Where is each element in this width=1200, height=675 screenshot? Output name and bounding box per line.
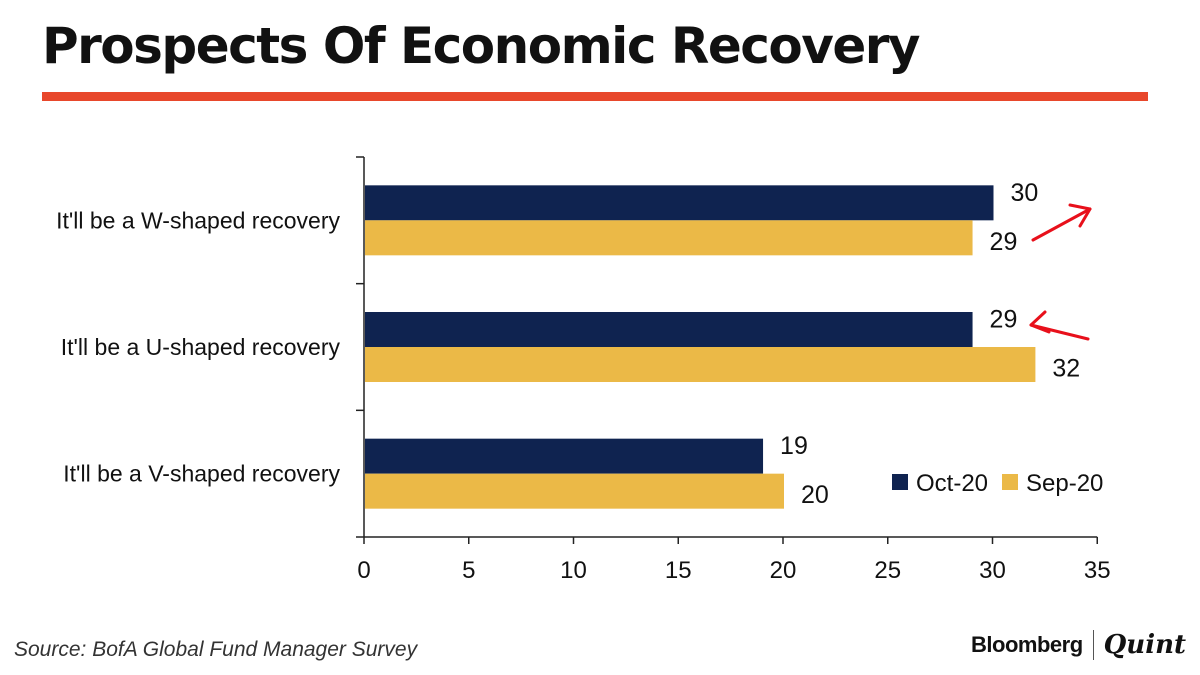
x-tick-label: 5 — [462, 557, 475, 584]
x-tick-label: 20 — [770, 557, 797, 584]
category-label: It'll be a V-shaped recovery — [63, 461, 340, 487]
brand-logo: Bloomberg Quint — [971, 630, 1186, 660]
legend-label: Sep-20 — [1026, 470, 1103, 497]
data-label: 29 — [990, 228, 1018, 256]
data-label: 29 — [990, 306, 1018, 334]
bar-sep-20 — [365, 220, 973, 256]
category-label: It'll be a W-shaped recovery — [56, 207, 340, 233]
title-underline — [42, 92, 1148, 101]
legend-swatch — [1002, 474, 1018, 490]
data-label: 19 — [780, 432, 808, 460]
bar-sep-20 — [365, 473, 784, 509]
arrow-up-head — [1068, 203, 1092, 228]
x-tick-label: 15 — [665, 557, 692, 584]
bar-oct-20 — [365, 438, 764, 474]
x-tick-label: 0 — [357, 557, 370, 584]
bar-oct-20 — [365, 185, 994, 221]
x-tick-label: 35 — [1084, 557, 1111, 584]
x-tick-label: 25 — [874, 557, 901, 584]
data-label: 32 — [1052, 355, 1080, 383]
legend-swatch — [892, 474, 908, 490]
bar-oct-20 — [365, 312, 973, 347]
arrow-up-annotation — [1031, 207, 1092, 242]
arrow-left-head — [1029, 310, 1051, 334]
legend-label: Oct-20 — [916, 470, 988, 497]
x-tick-label: 30 — [979, 557, 1006, 584]
brand-name-bloomberg: Bloomberg — [971, 632, 1083, 657]
source-note: Source: BofA Global Fund Manager Survey — [14, 638, 418, 661]
brand-separator — [1092, 630, 1094, 660]
data-label: 30 — [1011, 179, 1039, 207]
brand-name-quint: Quint — [1103, 630, 1186, 660]
data-label: 20 — [801, 481, 829, 509]
page-title: Prospects Of Economic Recovery — [42, 17, 921, 75]
category-label: It'll be a U-shaped recovery — [61, 334, 341, 360]
bar-sep-20 — [365, 347, 1036, 382]
x-tick-label: 10 — [560, 557, 587, 584]
